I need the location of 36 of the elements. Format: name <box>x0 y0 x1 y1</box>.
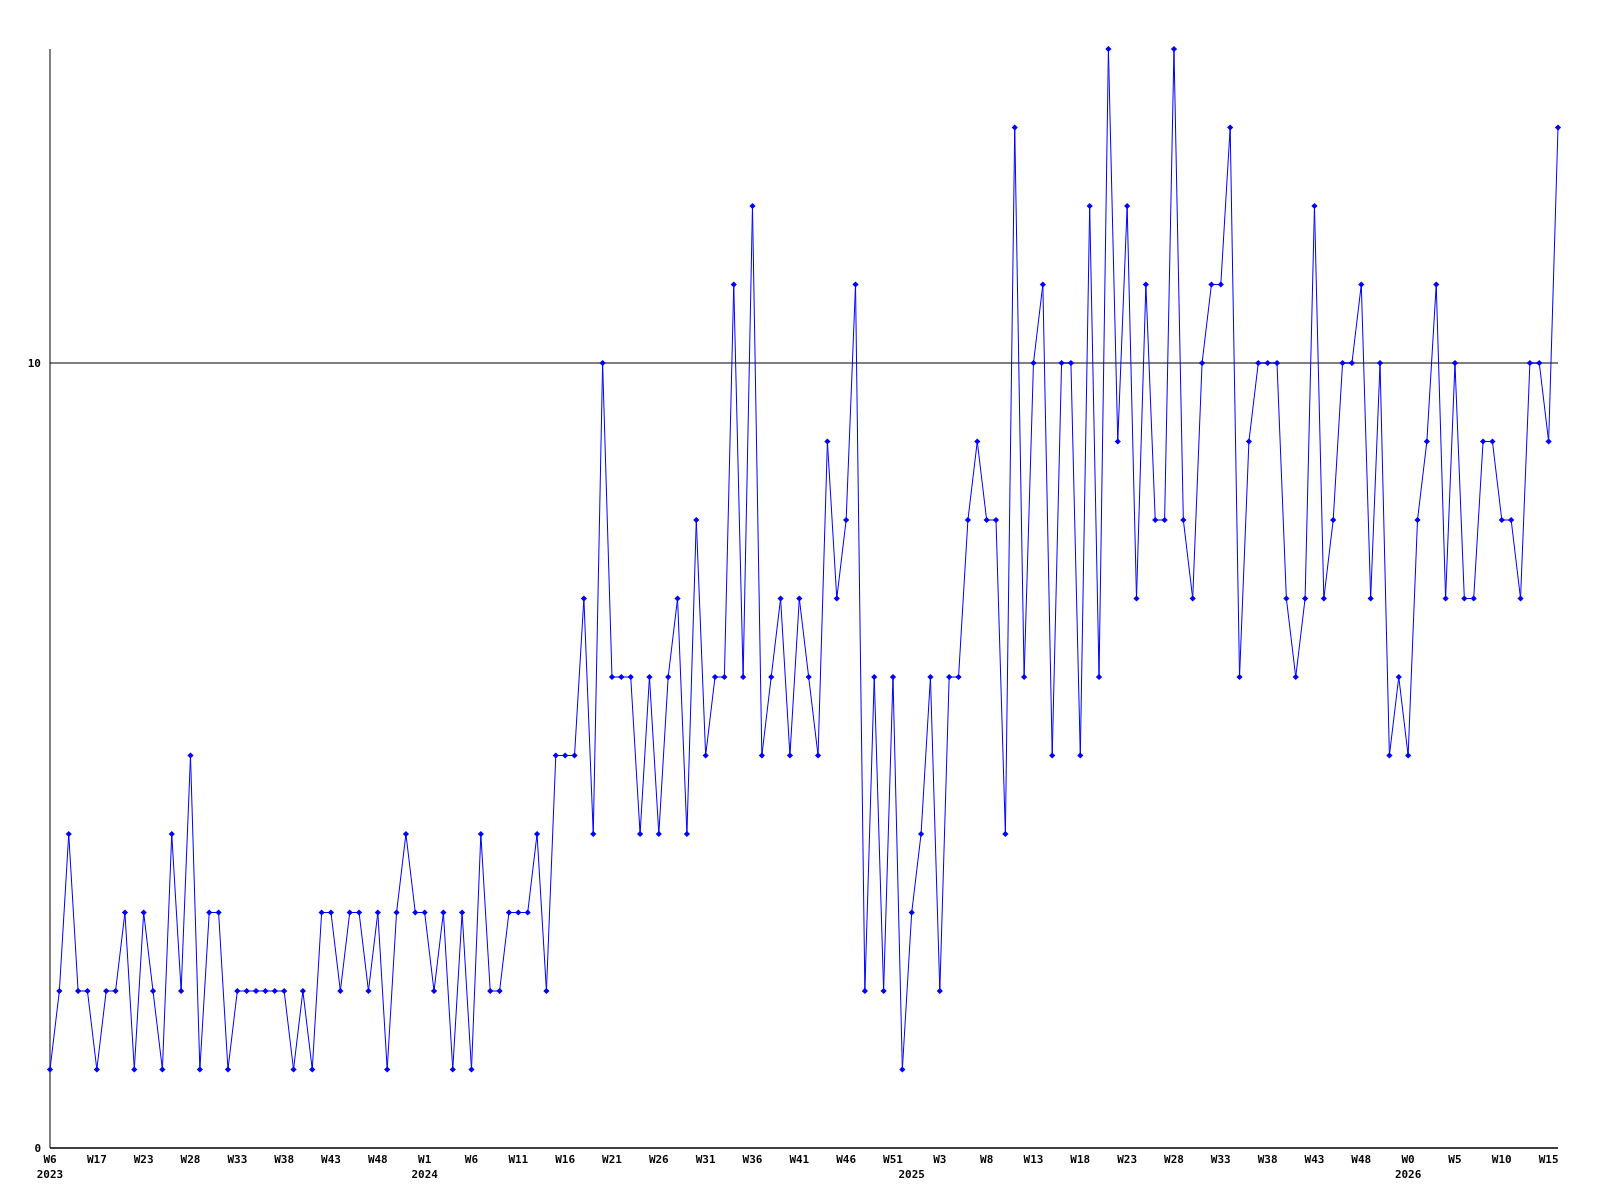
x-tick-label: W43 <box>321 1153 341 1166</box>
x-tick-label: W36 <box>742 1153 763 1166</box>
x-tick-label: W28 <box>180 1153 201 1166</box>
x-tick-label: W17 <box>86 1153 107 1166</box>
x-tick-label: W48 <box>367 1153 388 1166</box>
x-tick-label: W15 <box>1538 1153 1559 1166</box>
x-tick-label: W21 <box>602 1153 623 1166</box>
x-tick-label: W46 <box>836 1153 857 1166</box>
x-tick-label: W23 <box>1117 1153 1138 1166</box>
x-tick-label: W18 <box>1070 1153 1091 1166</box>
x-tick-label: W31 <box>695 1153 716 1166</box>
x-tick-label: W11 <box>508 1153 529 1166</box>
x-tick-label: W28 <box>1164 1153 1184 1166</box>
x-tick-label: W5 <box>1448 1153 1462 1166</box>
x-tick-label: W13 <box>1023 1153 1044 1166</box>
x-tick-label: W6 <box>464 1153 479 1166</box>
x-tick-label: 2025 <box>898 1168 925 1181</box>
x-tick-label: W0 2026 <box>1394 1153 1422 1181</box>
x-tick-label: W43 <box>1304 1153 1325 1166</box>
x-tick-label: W10 <box>1491 1153 1512 1166</box>
x-tick-label: W23 <box>133 1153 154 1166</box>
y-tick-label: 0 <box>34 1142 41 1155</box>
x-tick-label: W48 <box>1351 1153 1372 1166</box>
x-tick-label: W41 <box>789 1153 810 1166</box>
x-tick-label: W8 <box>980 1153 994 1166</box>
x-tick-label: W33 <box>227 1153 248 1166</box>
x-tick-label: W16 <box>555 1153 576 1166</box>
x-tick-label: W38 <box>1257 1153 1278 1166</box>
y-tick-label: 10 <box>27 357 41 370</box>
x-tick-label: W33 <box>1210 1153 1231 1166</box>
x-tick-label: W38 <box>274 1153 295 1166</box>
x-tick-label: W1 2024 <box>411 1153 439 1181</box>
x-tick-label: W51 <box>883 1153 904 1166</box>
x-tick-label: W6 2023 <box>36 1153 64 1181</box>
x-tick-label: W26 <box>648 1153 670 1166</box>
x-tick-label: W3 <box>933 1153 947 1166</box>
